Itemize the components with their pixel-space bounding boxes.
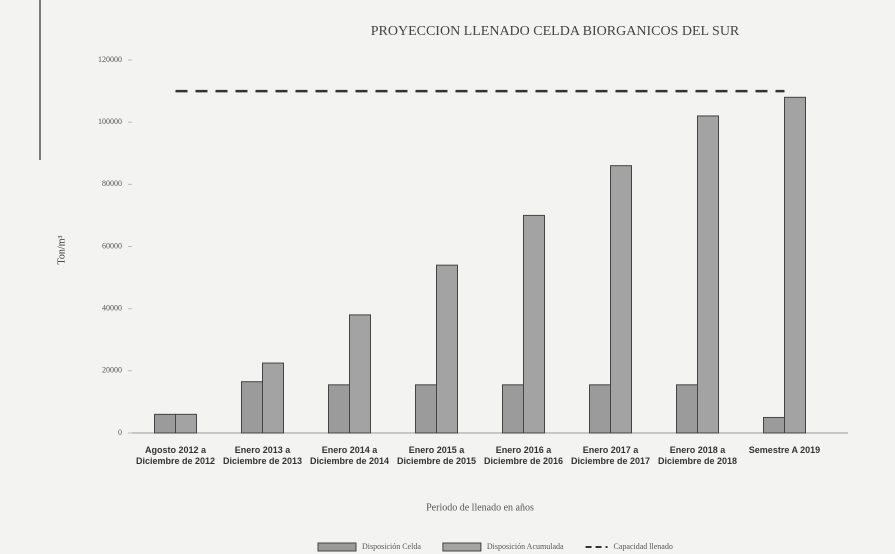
y-tick-label: 100000 <box>98 117 122 126</box>
y-tick-label: 0 <box>118 428 122 437</box>
y-tick-label: 20000 <box>102 366 122 375</box>
x-tick-label: Enero 2014 a Diciembre de 2014 <box>309 445 390 466</box>
bar <box>349 314 371 434</box>
y-tick-label: 80000 <box>102 179 122 188</box>
x-axis-label: Periodo de llenado en años <box>426 502 534 513</box>
legend-label: Capacidad llenado <box>614 542 673 551</box>
x-tick-label: Enero 2018 a Diciembre de 2018 <box>657 445 738 466</box>
chart-title: PROYECCION LLENADO CELDA BIORGANICOS DEL… <box>371 24 740 39</box>
y-tick-label: 120000 <box>98 55 122 64</box>
bar <box>436 264 458 434</box>
y-axis-label: Ton/m³ <box>56 236 67 265</box>
x-tick-label: Agosto 2012 a Diciembre de 2012 <box>135 445 216 466</box>
x-tick-label: Enero 2015 a Diciembre de 2015 <box>396 445 477 466</box>
bar <box>415 384 437 434</box>
bar <box>502 384 524 434</box>
bar <box>154 413 176 434</box>
x-tick-label: Semestre A 2019 <box>748 445 821 455</box>
x-tick-label: Enero 2016 a Diciembre de 2016 <box>483 445 564 466</box>
bar <box>523 214 545 434</box>
y-tick-label: 60000 <box>102 241 122 250</box>
legend-swatch <box>442 542 482 552</box>
bar <box>784 96 806 434</box>
legend-swatch <box>317 542 357 552</box>
bar <box>697 115 719 434</box>
bar <box>610 165 632 434</box>
bar <box>262 362 284 434</box>
legend-label: Disposición Acumulada <box>487 542 564 551</box>
x-tick-label: Enero 2017 a Diciembre de 2017 <box>570 445 651 466</box>
bar <box>589 384 611 434</box>
legend-label: Disposición Celda <box>362 542 421 551</box>
x-tick-label: Enero 2013 a Diciembre de 2013 <box>222 445 303 466</box>
bar <box>676 384 698 434</box>
bar <box>763 416 785 434</box>
bar <box>241 381 263 434</box>
bar <box>175 413 197 434</box>
y-tick-label: 40000 <box>102 303 122 312</box>
bar <box>328 384 350 434</box>
